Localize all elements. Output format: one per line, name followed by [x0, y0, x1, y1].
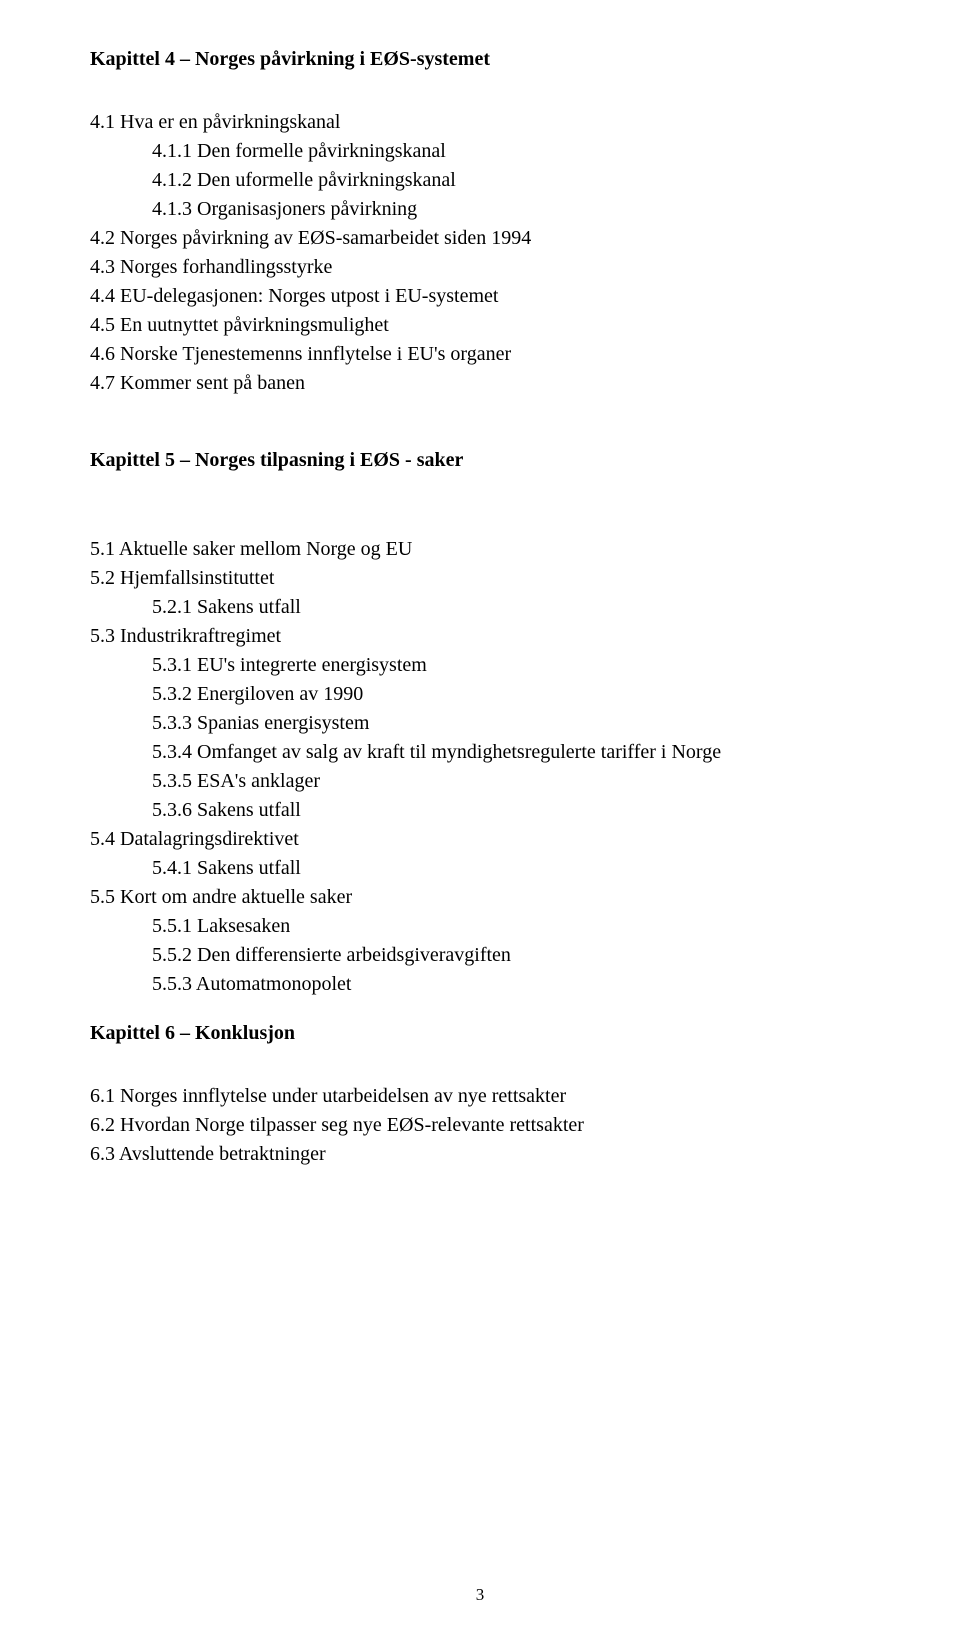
toc-entry: 6.3 Avsluttende betraktninger	[90, 1141, 870, 1168]
toc-entry: 4.4 EU-delegasjonen: Norges utpost i EU-…	[90, 283, 870, 310]
page-number: 3	[0, 1585, 960, 1605]
toc-subentry: 5.5.3 Automatmonopolet	[90, 971, 870, 998]
toc-entry: 5.1 Aktuelle saker mellom Norge og EU	[90, 536, 870, 563]
toc-subentry: 4.1.2 Den uformelle påvirkningskanal	[90, 167, 870, 194]
document-page: Kapittel 4 – Norges påvirkning i EØS-sys…	[0, 0, 960, 1637]
toc-entry: 5.3 Industrikraftregimet	[90, 623, 870, 650]
toc-entry: 6.2 Hvordan Norge tilpasser seg nye EØS-…	[90, 1112, 870, 1139]
chapter-6-title: Kapittel 6 – Konklusjon	[90, 1022, 870, 1045]
toc-subentry: 5.3.5 ESA's anklager	[90, 768, 870, 795]
toc-entry: 5.4 Datalagringsdirektivet	[90, 826, 870, 853]
toc-subentry: 5.3.2 Energiloven av 1990	[90, 681, 870, 708]
toc-entry: 4.1 Hva er en påvirkningskanal	[90, 109, 870, 136]
chapter-5-title: Kapittel 5 – Norges tilpasning i EØS - s…	[90, 449, 870, 472]
toc-entry: 4.3 Norges forhandlingsstyrke	[90, 254, 870, 281]
toc-entry: 4.5 En uutnyttet påvirkningsmulighet	[90, 312, 870, 339]
toc-subentry: 5.4.1 Sakens utfall	[90, 855, 870, 882]
toc-entry: 5.2 Hjemfallsinstituttet	[90, 565, 870, 592]
toc-entry: 6.1 Norges innflytelse under utarbeidels…	[90, 1083, 870, 1110]
toc-subentry: 5.5.1 Laksesaken	[90, 913, 870, 940]
toc-entry: 4.7 Kommer sent på banen	[90, 370, 870, 397]
toc-entry: 4.2 Norges påvirkning av EØS-samarbeidet…	[90, 225, 870, 252]
toc-subentry: 5.3.1 EU's integrerte energisystem	[90, 652, 870, 679]
toc-subentry: 4.1.3 Organisasjoners påvirkning	[90, 196, 870, 223]
toc-entry: 5.5 Kort om andre aktuelle saker	[90, 884, 870, 911]
toc-subentry: 5.3.4 Omfanget av salg av kraft til mynd…	[90, 739, 870, 766]
toc-entry: 4.6 Norske Tjenestemenns innflytelse i E…	[90, 341, 870, 368]
toc-subentry: 5.5.2 Den differensierte arbeidsgiveravg…	[90, 942, 870, 969]
toc-subentry: 5.3.6 Sakens utfall	[90, 797, 870, 824]
toc-subentry: 5.3.3 Spanias energisystem	[90, 710, 870, 737]
toc-subentry: 5.2.1 Sakens utfall	[90, 594, 870, 621]
chapter-4-title: Kapittel 4 – Norges påvirkning i EØS-sys…	[90, 48, 870, 71]
toc-subentry: 4.1.1 Den formelle påvirkningskanal	[90, 138, 870, 165]
